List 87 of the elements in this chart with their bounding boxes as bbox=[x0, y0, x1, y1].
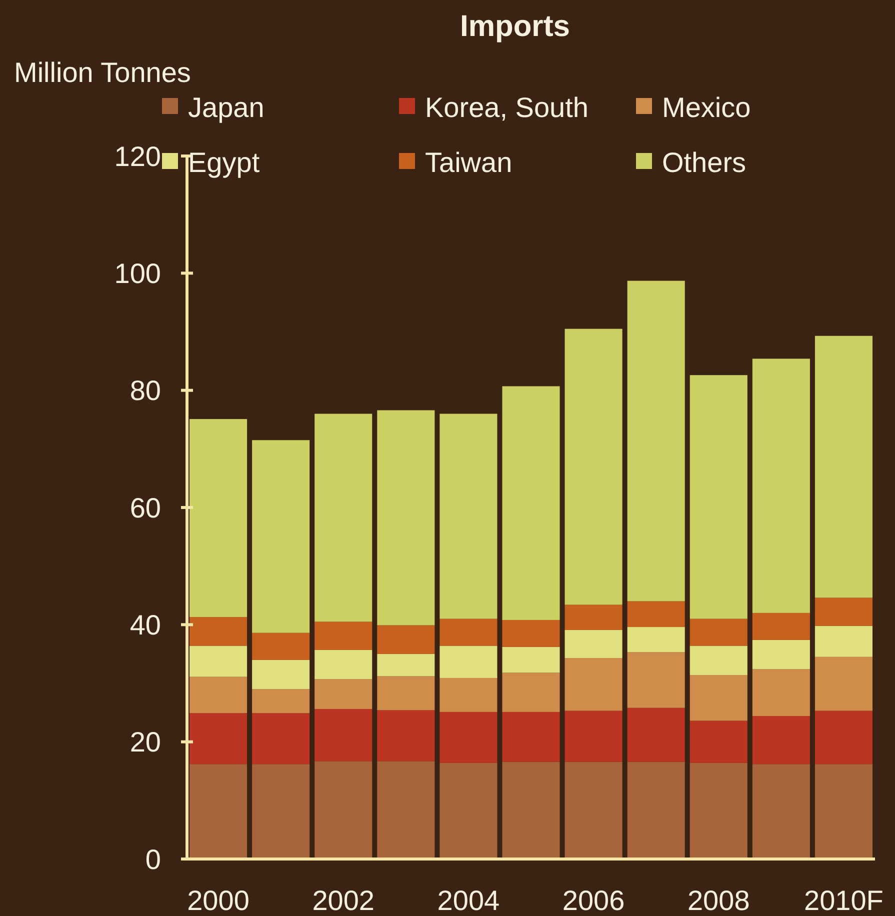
bar bbox=[440, 646, 498, 678]
bar bbox=[377, 761, 435, 859]
bar bbox=[377, 676, 435, 710]
bar bbox=[314, 622, 372, 650]
bar bbox=[440, 762, 498, 859]
bar bbox=[502, 762, 560, 859]
legend-label: Mexico bbox=[662, 92, 751, 123]
legend-label: Korea, South bbox=[425, 92, 588, 123]
bar bbox=[814, 710, 872, 764]
bar bbox=[190, 764, 248, 859]
bar bbox=[752, 612, 810, 640]
x-tick-label: 2000 bbox=[187, 885, 250, 916]
bar bbox=[690, 618, 748, 646]
y-tick-label: 60 bbox=[130, 492, 161, 524]
bar bbox=[564, 328, 622, 605]
bar bbox=[190, 617, 248, 646]
bar bbox=[690, 720, 748, 763]
bar bbox=[190, 646, 248, 677]
bar bbox=[627, 762, 685, 859]
bar bbox=[314, 650, 372, 680]
y-tick-label: 40 bbox=[130, 609, 161, 640]
bar bbox=[690, 375, 748, 619]
bar bbox=[627, 280, 685, 602]
bar bbox=[314, 761, 372, 859]
bar bbox=[690, 646, 748, 676]
bar bbox=[627, 627, 685, 652]
bar bbox=[377, 410, 435, 626]
bar bbox=[314, 709, 372, 762]
bar bbox=[252, 632, 310, 660]
bar bbox=[502, 646, 560, 673]
bar bbox=[690, 762, 748, 859]
bar bbox=[440, 618, 498, 646]
bar bbox=[627, 708, 685, 762]
bar bbox=[627, 601, 685, 628]
bar bbox=[190, 713, 248, 764]
x-tick-label: 2002 bbox=[312, 885, 375, 916]
bar bbox=[814, 598, 872, 626]
bar bbox=[752, 764, 810, 859]
bar bbox=[502, 386, 560, 620]
x-tick-label: 2008 bbox=[687, 885, 750, 916]
bar bbox=[440, 414, 498, 619]
bar bbox=[252, 689, 310, 714]
bar bbox=[814, 764, 872, 859]
bar bbox=[564, 710, 622, 762]
bar bbox=[752, 669, 810, 716]
bar bbox=[690, 675, 748, 721]
legend-label: Others bbox=[662, 146, 746, 178]
y-tick-label: 20 bbox=[130, 726, 161, 758]
bar bbox=[377, 625, 435, 654]
bar bbox=[564, 658, 622, 711]
bar bbox=[814, 656, 872, 711]
bar bbox=[252, 440, 310, 633]
legend-label: Japan bbox=[188, 92, 264, 123]
bar bbox=[564, 630, 622, 658]
bar bbox=[252, 764, 310, 859]
bar bbox=[440, 712, 498, 763]
bar bbox=[314, 679, 372, 710]
bar bbox=[377, 654, 435, 676]
bar bbox=[190, 419, 248, 618]
x-tick-label: 2010F bbox=[804, 885, 884, 916]
bar bbox=[752, 716, 810, 764]
bar bbox=[814, 626, 872, 657]
bar bbox=[814, 336, 872, 598]
bar bbox=[752, 640, 810, 670]
x-tick-label: 2004 bbox=[437, 885, 500, 916]
y-tick-label: 100 bbox=[114, 258, 161, 289]
bar bbox=[190, 676, 248, 714]
y-tick-label: 120 bbox=[114, 140, 161, 172]
bar bbox=[440, 678, 498, 712]
bar bbox=[752, 358, 810, 613]
bar bbox=[252, 713, 310, 764]
bar bbox=[502, 712, 560, 762]
chart-title: Imports bbox=[460, 10, 570, 43]
bar bbox=[502, 672, 560, 712]
bar bbox=[377, 710, 435, 762]
bar bbox=[564, 604, 622, 630]
bar bbox=[252, 660, 310, 690]
x-tick-label: 2006 bbox=[562, 885, 625, 916]
bar bbox=[564, 762, 622, 859]
y-tick-label: 0 bbox=[145, 844, 161, 875]
legend-label: Taiwan bbox=[425, 146, 512, 178]
bar bbox=[502, 620, 560, 647]
bar bbox=[627, 652, 685, 708]
y-tick-label: 80 bbox=[130, 375, 161, 406]
bar bbox=[314, 414, 372, 622]
y-axis-title: Million Tonnes bbox=[14, 57, 191, 88]
legend-label: Egypt bbox=[188, 146, 260, 178]
